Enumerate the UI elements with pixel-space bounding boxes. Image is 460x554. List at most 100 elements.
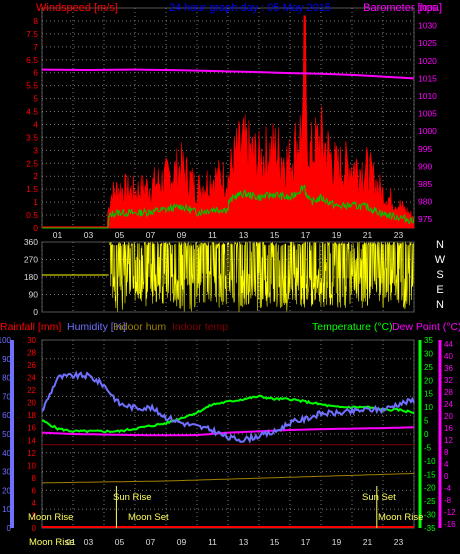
indoor-temp-label: Indoor temp bbox=[172, 321, 228, 333]
windspeed-tick: 2.5 bbox=[26, 158, 38, 168]
compass-letter: N bbox=[436, 239, 444, 251]
barometer-tick: 1005 bbox=[418, 109, 437, 119]
temperature-tick: 30 bbox=[424, 349, 433, 358]
direction-tick: 180 bbox=[24, 272, 38, 282]
barometer-tick: 1010 bbox=[418, 91, 437, 101]
temperature-tick: -15 bbox=[424, 470, 436, 479]
dew-tick: 28 bbox=[444, 388, 453, 397]
temperature-tick: -20 bbox=[424, 484, 436, 493]
temperature-tick: -35 bbox=[424, 524, 436, 533]
rain-tick: 24 bbox=[27, 374, 36, 383]
dew-tick: 4 bbox=[444, 460, 449, 469]
hour-tick: 05 bbox=[115, 230, 125, 240]
windspeed-tick: 7 bbox=[33, 42, 38, 52]
humidity-tick: 10 bbox=[2, 505, 11, 514]
sun-set-label: Sun Set bbox=[362, 492, 396, 503]
gust-line bbox=[42, 184, 415, 229]
humidity-tick: 90 bbox=[2, 355, 11, 364]
barometer-tick: 985 bbox=[418, 179, 432, 189]
rain-tick: 0 bbox=[32, 524, 37, 533]
barometer-axis-label: Barometer [hpa] bbox=[363, 2, 442, 14]
hour-tick: 07 bbox=[146, 230, 156, 240]
rain-tick: 20 bbox=[27, 399, 36, 408]
moon-rise-label: Moon Rise bbox=[28, 512, 73, 523]
chart-title: 24 hour graph day : 05 May 2015 bbox=[169, 2, 331, 14]
temperature-tick: 35 bbox=[424, 336, 433, 345]
windspeed-tick: 4 bbox=[33, 119, 38, 129]
hour-tick: 15 bbox=[270, 537, 280, 547]
dew-point-line bbox=[42, 426, 414, 437]
barometer-tick: 995 bbox=[418, 144, 432, 154]
moon-set-label: Moon Set bbox=[128, 512, 169, 523]
temperature-tick: 0 bbox=[424, 430, 429, 439]
windspeed-tick: 0.5 bbox=[26, 210, 38, 220]
rain-tick: 12 bbox=[27, 449, 36, 458]
hour-tick: 13 bbox=[239, 537, 249, 547]
temperature-tick: 5 bbox=[424, 417, 429, 426]
windspeed-tick: 5 bbox=[33, 94, 38, 104]
hour-tick: 11 bbox=[208, 230, 217, 240]
hour-tick: 05 bbox=[115, 537, 125, 547]
windspeed-tick: 7.5 bbox=[26, 29, 38, 39]
wind-x-axis: 01 03 05 07 09 11 13 15 17 19 21 23 bbox=[53, 230, 404, 240]
temperature-grid bbox=[41, 340, 415, 528]
sun-rise-label: Sun Rise bbox=[113, 492, 152, 503]
temperature-tick: -25 bbox=[424, 497, 436, 506]
windspeed-tick: 6 bbox=[33, 68, 38, 78]
hour-tick: 17 bbox=[301, 230, 311, 240]
direction-tick: 90 bbox=[29, 290, 39, 300]
dew-tick: 16 bbox=[444, 424, 453, 433]
dew-tick: 8 bbox=[444, 448, 449, 457]
temperature-tick: 25 bbox=[424, 363, 433, 372]
barometer-series bbox=[41, 68, 415, 80]
barometer-line bbox=[41, 68, 415, 80]
barometer-axis: 975 980 985 990 995 1000 1005 1010 1015 1020 1025 1… bbox=[418, 3, 437, 224]
hour-tick: 21 bbox=[363, 230, 373, 240]
compass-letter: S bbox=[436, 269, 443, 281]
humidity-tick: 60 bbox=[2, 411, 11, 420]
compass-letter: N bbox=[436, 299, 444, 311]
wind-grid bbox=[41, 8, 415, 228]
temperature-tick: -10 bbox=[424, 457, 436, 466]
humidity-tick: 40 bbox=[2, 449, 11, 458]
windspeed-area bbox=[41, 15, 415, 229]
windspeed-tick: 3 bbox=[33, 145, 38, 155]
barometer-tick: 1000 bbox=[418, 126, 437, 136]
windspeed-tick: 1.5 bbox=[26, 184, 38, 194]
compass-letter: E bbox=[436, 284, 443, 296]
rain-tick: 14 bbox=[27, 436, 36, 445]
temperature-tick: 20 bbox=[424, 376, 433, 385]
barometer-tick: 1035 bbox=[418, 3, 437, 13]
dew-tick: -16 bbox=[444, 520, 456, 529]
windspeed-axis-label: Windspeed [m/s] bbox=[36, 2, 118, 14]
hour-tick: 01 bbox=[53, 230, 63, 240]
moon-rise-right-label: Moon Rise bbox=[378, 512, 423, 523]
rain-tick: 30 bbox=[27, 336, 36, 345]
hour-tick: 19 bbox=[332, 230, 342, 240]
dew-tick: 20 bbox=[444, 412, 453, 421]
windspeed-tick: 0 bbox=[33, 223, 38, 233]
rain-tick: 28 bbox=[27, 349, 36, 358]
rain-tick: 26 bbox=[27, 361, 36, 370]
rain-tick: 8 bbox=[32, 474, 37, 483]
hour-tick: 03 bbox=[84, 230, 94, 240]
rain-tick: 22 bbox=[27, 386, 36, 395]
windspeed-tick: 1 bbox=[33, 197, 38, 207]
barometer-tick: 980 bbox=[418, 197, 432, 207]
humidity-label: Humidity [%] bbox=[67, 321, 126, 333]
hour-tick: 23 bbox=[394, 230, 404, 240]
humidity-tick: 20 bbox=[2, 486, 11, 495]
dew-tick: 36 bbox=[444, 364, 453, 373]
direction-trace bbox=[109, 241, 414, 312]
temperature-tick: 15 bbox=[424, 390, 433, 399]
windspeed-tick: 2 bbox=[33, 171, 38, 181]
dew-tick: 24 bbox=[444, 400, 453, 409]
hour-tick: 21 bbox=[363, 537, 373, 547]
hour-tick: 17 bbox=[301, 537, 311, 547]
bottom-moon-rise-label: Moon Rise bbox=[29, 537, 74, 548]
temperature-tick: -30 bbox=[424, 511, 436, 520]
windspeed-tick: 3.5 bbox=[26, 132, 38, 142]
humidity-tick: 30 bbox=[2, 468, 11, 477]
